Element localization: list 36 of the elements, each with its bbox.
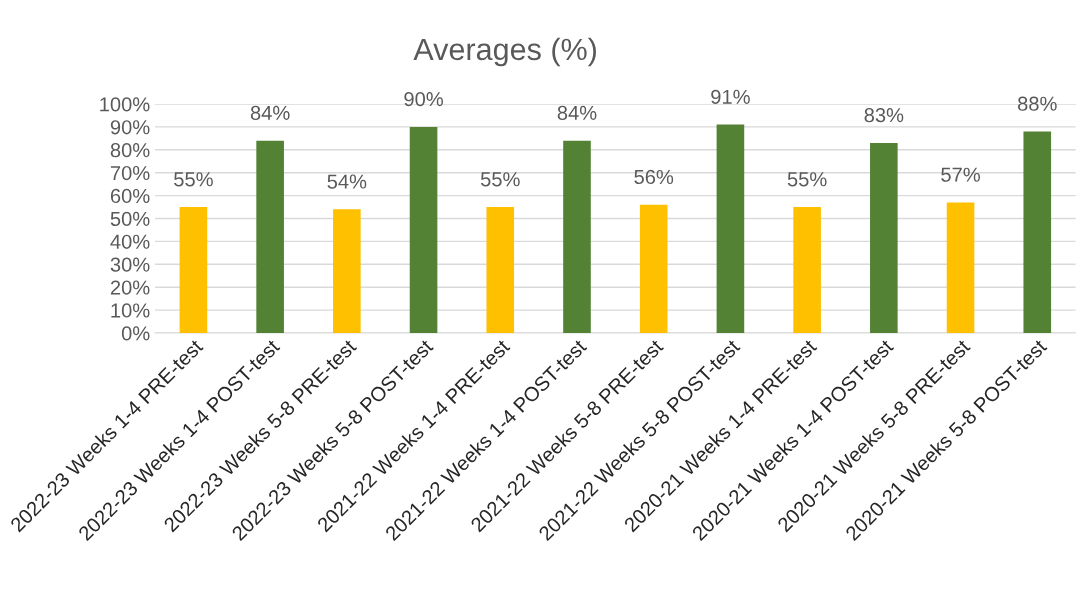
bar — [256, 140, 284, 333]
data-label: 55% — [480, 172, 520, 187]
y-tick-label: 0% — [121, 326, 150, 341]
bar — [333, 209, 361, 333]
data-label: 55% — [174, 172, 213, 187]
y-tick-label: 20% — [110, 280, 150, 295]
y-tick-label: 50% — [110, 211, 150, 226]
y-tick-label: 40% — [110, 234, 150, 249]
bar — [563, 140, 591, 333]
y-tick-label: 30% — [110, 257, 150, 272]
y-tick-label: 90% — [110, 120, 150, 135]
bar — [409, 126, 438, 333]
y-tick-label: 60% — [110, 188, 150, 204]
bar — [179, 207, 208, 333]
data-label: 54% — [327, 174, 367, 189]
data-label: 91% — [711, 89, 750, 104]
data-label: 56% — [634, 169, 674, 185]
data-label: 57% — [941, 167, 980, 182]
bar — [639, 204, 668, 333]
data-label: 84% — [250, 105, 290, 120]
data-label: 83% — [864, 108, 904, 123]
y-tick-label: 80% — [110, 143, 150, 158]
bar — [486, 207, 515, 333]
bar — [793, 207, 821, 333]
chart-title: Averages (%) — [413, 37, 596, 67]
y-tick-label: 100% — [100, 97, 150, 112]
y-tick-label: 10% — [111, 303, 150, 318]
data-label: 84% — [557, 105, 597, 120]
bar — [870, 142, 898, 333]
data-label: 90% — [404, 91, 443, 107]
y-tick-label: 70% — [110, 165, 150, 181]
bar — [946, 202, 975, 333]
bar — [1023, 131, 1052, 333]
data-label: 55% — [787, 172, 827, 187]
bar — [716, 124, 745, 333]
data-label: 88% — [1017, 96, 1057, 111]
